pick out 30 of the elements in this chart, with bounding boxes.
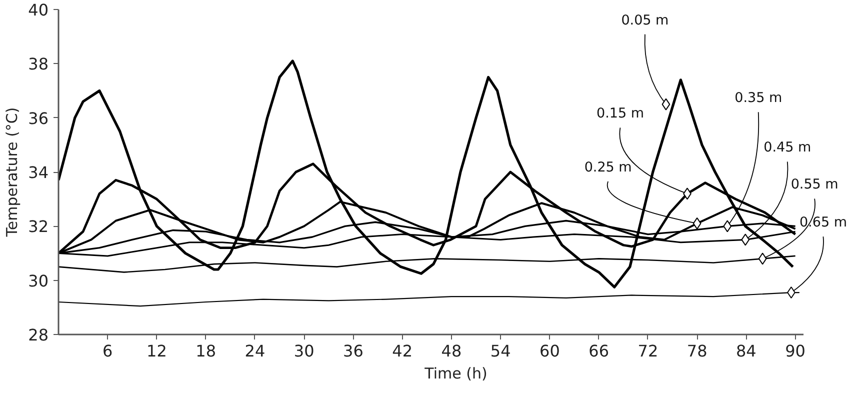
annotation: 0.25 m <box>584 159 632 176</box>
x-tick-label: 42 <box>392 342 413 360</box>
x-tick-label: 84 <box>736 342 756 360</box>
x-tick-label: 48 <box>441 342 462 360</box>
x-axis-title: Time (h) <box>424 364 488 382</box>
x-tick-label: 66 <box>588 342 610 360</box>
y-axis-title: Temperature (°C) <box>3 107 22 238</box>
x-tick-label: 18 <box>196 342 216 360</box>
y-tick-label: 34 <box>28 163 48 182</box>
y-tick-label: 32 <box>28 217 48 236</box>
x-tick-label: 24 <box>244 342 266 360</box>
x-tick-label: 60 <box>540 342 560 360</box>
y-tick-label: 40 <box>28 0 48 20</box>
annotation: 0.55 m <box>790 176 838 193</box>
x-tick-label: 6 <box>102 342 113 360</box>
y-tick-label: 38 <box>28 54 48 74</box>
annotation: 0.45 m <box>764 140 812 156</box>
x-tick-label: 90 <box>785 342 806 360</box>
annotation: 0.05 m <box>621 12 669 28</box>
y-tick-label: 30 <box>28 271 48 290</box>
x-tick-label: 36 <box>343 342 364 360</box>
y-tick-label: 36 <box>28 108 48 128</box>
x-tick-label: 12 <box>146 342 167 360</box>
y-tick-label: 28 <box>28 326 48 344</box>
annotation: 0.15 m <box>596 106 644 122</box>
x-tick-label: 30 <box>294 342 314 360</box>
x-tick-label: 72 <box>638 342 658 360</box>
annotation: 0.35 m <box>734 90 782 106</box>
x-tick-label: 78 <box>686 342 708 360</box>
x-tick-label: 54 <box>490 342 511 360</box>
